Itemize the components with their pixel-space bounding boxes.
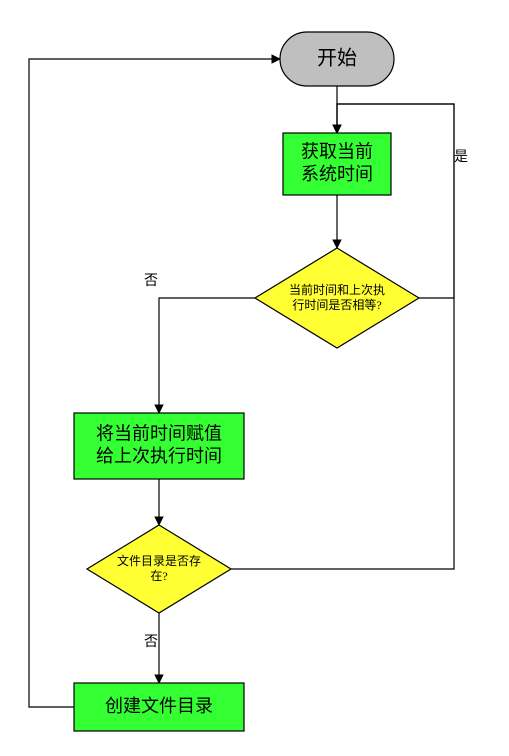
node-assign-text: 给上次执行时间 bbox=[96, 446, 222, 466]
node-decision1-text: 当前时间和上次执 bbox=[289, 282, 385, 297]
node-createDir-text: 创建文件目录 bbox=[105, 696, 213, 716]
node-decision2-text: 文件目录是否存 bbox=[117, 553, 201, 568]
node-getTime-text: 系统时间 bbox=[301, 164, 373, 184]
node-assign-text: 将当前时间赋值 bbox=[96, 424, 222, 444]
edge-label-e_d1_yes: 是 bbox=[454, 150, 468, 165]
node-decision2-text: 在? bbox=[150, 569, 167, 583]
edge-label-e_d1_no: 否 bbox=[144, 274, 158, 289]
node-start-text: 开始 bbox=[317, 47, 357, 70]
node-getTime-text: 获取当前 bbox=[301, 142, 373, 162]
edge-label-e_d2_no: 否 bbox=[144, 635, 158, 650]
node-decision1-text: 行时间是否相等? bbox=[292, 298, 381, 312]
